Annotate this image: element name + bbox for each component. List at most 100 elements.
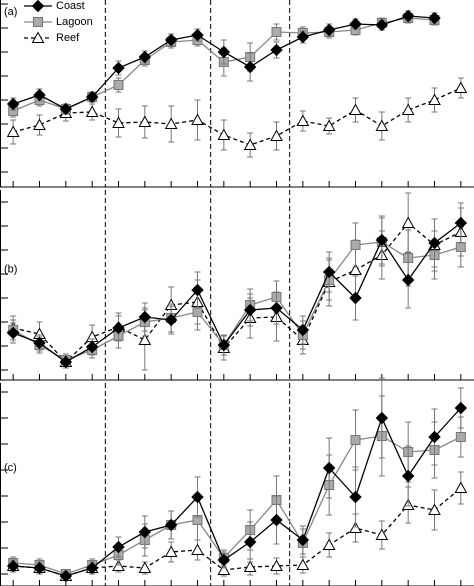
triangle-marker [270, 559, 283, 571]
diamond-marker [243, 60, 257, 74]
triangle-marker [164, 117, 178, 129]
panel-label: (b) [4, 264, 17, 276]
diamond-marker [454, 401, 468, 415]
diamond-marker [85, 340, 99, 354]
diamond-marker [191, 283, 204, 297]
triangle-marker [191, 543, 204, 555]
diamond-marker [59, 102, 73, 116]
diamond-marker [322, 265, 336, 279]
diamond-marker [454, 216, 468, 230]
triangle-marker [454, 481, 468, 493]
triangle-marker [375, 528, 389, 540]
diamond-marker [322, 23, 336, 37]
triangle-marker [6, 125, 20, 137]
diamond-marker [296, 30, 310, 44]
series-line [12, 222, 462, 363]
diamond-marker [164, 33, 178, 47]
series-line [13, 435, 462, 575]
panel-label: (c) [4, 462, 17, 474]
diamond-marker [375, 18, 389, 32]
legend-label: Reef [56, 32, 80, 44]
diamond-marker [191, 28, 204, 42]
diamond-marker [138, 525, 152, 539]
diamond-marker [85, 561, 99, 575]
diamond-marker [217, 553, 231, 567]
square-marker [271, 27, 282, 37]
triangle-marker [138, 333, 152, 345]
diamond-marker [428, 430, 441, 444]
diamond-marker [349, 17, 362, 31]
triangle-marker [164, 545, 178, 557]
diamond-marker [33, 561, 46, 575]
diamond-marker [59, 355, 73, 369]
diamond-marker [217, 45, 231, 59]
triangle-marker [375, 119, 389, 131]
triangle-marker [401, 103, 415, 115]
diamond-marker [401, 9, 415, 23]
diamond-marker [375, 233, 389, 247]
triangle-marker [217, 563, 231, 575]
diamond-marker [217, 338, 231, 352]
diamond-marker [112, 321, 125, 335]
diamond-marker [164, 518, 178, 532]
triangle-marker [428, 503, 441, 515]
diamond-marker [85, 90, 99, 104]
square-marker [350, 435, 361, 445]
panel-label: (a) [4, 6, 17, 18]
diamond-marker [322, 461, 336, 475]
triangle-marker [454, 81, 468, 93]
diamond-marker [112, 61, 125, 75]
diamond-marker [349, 490, 362, 504]
diamond-marker [33, 88, 46, 102]
series-line [13, 487, 462, 577]
diamond-marker [401, 273, 415, 287]
diamond-marker [243, 303, 257, 317]
triangle-marker [31, 31, 45, 43]
series-line [13, 407, 462, 577]
diamond-marker [31, 0, 45, 13]
diamond-marker [375, 411, 389, 425]
triangle-marker [296, 558, 310, 570]
triangle-marker [322, 119, 336, 131]
diamond-marker [6, 326, 20, 340]
triangle-marker [243, 560, 257, 572]
square-marker [113, 80, 124, 90]
diamond-marker [270, 301, 283, 315]
triangle-marker [138, 115, 152, 127]
square-marker [192, 307, 203, 317]
legend-label: Lagoon [56, 16, 93, 28]
triangle-marker [112, 116, 125, 128]
diamond-marker [270, 43, 283, 57]
diamond-marker [138, 50, 152, 64]
series-line [13, 222, 462, 363]
diamond-marker [243, 535, 257, 549]
triangle-marker [33, 118, 46, 130]
triangle-marker [349, 263, 362, 275]
diamond-marker [296, 533, 310, 547]
diamond-marker [6, 97, 20, 111]
triangle-marker [401, 216, 415, 228]
triangle-marker [85, 105, 99, 117]
square-marker [33, 17, 43, 27]
diamond-marker [428, 11, 441, 25]
square-marker [350, 240, 361, 250]
triangle-marker [349, 103, 362, 115]
series-line [12, 241, 462, 361]
diamond-marker [59, 569, 73, 583]
triangle-marker [243, 138, 257, 150]
diamond-marker [296, 323, 310, 337]
diamond-marker [164, 313, 178, 327]
diamond-marker [270, 513, 283, 527]
triangle-marker [217, 128, 231, 140]
diamond-marker [401, 469, 415, 483]
diamond-marker [191, 490, 204, 504]
diamond-marker [112, 540, 125, 554]
triangle-marker [296, 114, 310, 126]
series-line [12, 87, 462, 146]
diamond-marker [138, 310, 152, 324]
legend-label: Coast [56, 0, 85, 12]
diamond-marker [428, 236, 441, 250]
diamond-marker [6, 559, 20, 573]
triangle-marker [138, 561, 152, 573]
triangle-marker [270, 129, 283, 141]
